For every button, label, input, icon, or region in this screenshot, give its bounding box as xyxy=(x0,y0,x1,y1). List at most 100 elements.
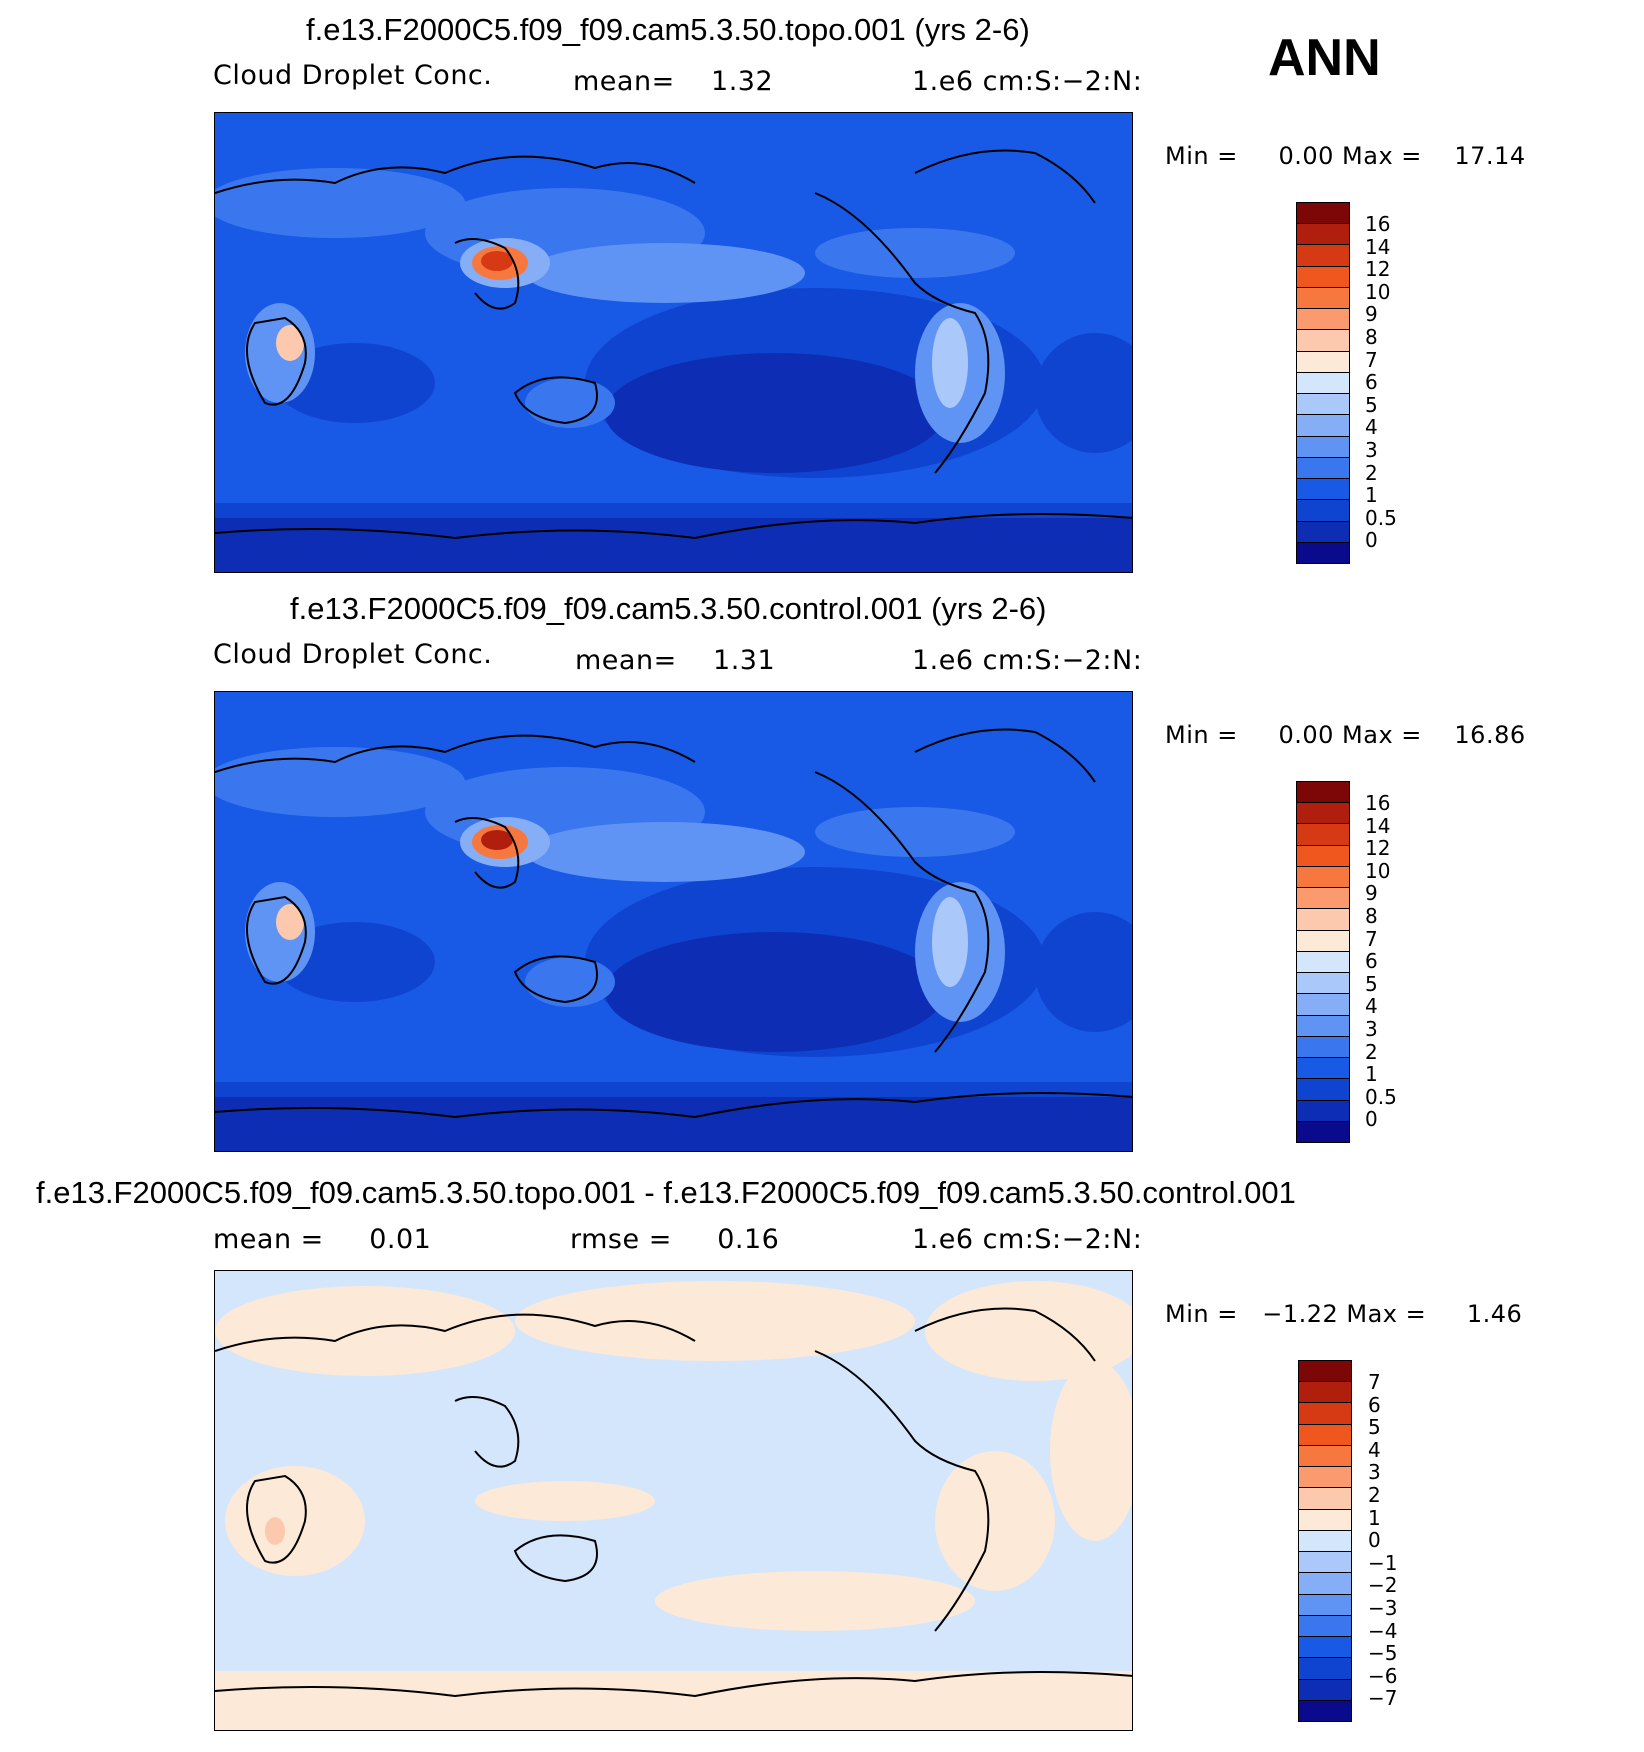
panel-2-minmax: Min = 0.00 Max = 16.86 xyxy=(1165,721,1526,749)
panel-1-title: f.e13.F2000C5.f09_f09.cam5.3.50.topo.001… xyxy=(306,12,1030,47)
panel-2-map xyxy=(214,691,1133,1152)
colorbar-tick-label: 0 xyxy=(1368,1528,1381,1553)
colorbar-tick-label: 7 xyxy=(1368,1370,1381,1394)
panel-1-mean-label: mean= 1.32 xyxy=(573,66,774,97)
colorbar-swatch xyxy=(1297,930,1349,952)
colorbar-swatch xyxy=(1297,203,1349,225)
colorbar-swatch xyxy=(1297,782,1349,804)
panel-2-title: f.e13.F2000C5.f09_f09.cam5.3.50.control.… xyxy=(290,591,1047,626)
colorbar-swatch xyxy=(1297,845,1349,867)
colorbar-tick-label: 16 xyxy=(1365,212,1391,236)
colorbar-swatch xyxy=(1297,888,1349,910)
colorbar-tick-label: 8 xyxy=(1365,325,1378,349)
colorbar-swatch xyxy=(1299,1679,1351,1701)
colorbar-swatch xyxy=(1297,351,1349,373)
panel-3-units-label: 1.e6 cm:S:−2:N: xyxy=(912,1224,1143,1255)
colorbar-swatch xyxy=(1299,1615,1351,1638)
colorbar-swatch xyxy=(1297,951,1349,974)
panel-1-colorbar-cells xyxy=(1297,203,1349,563)
panel-2-colorbar-cells xyxy=(1297,782,1349,1142)
colorbar-tick-label: 9 xyxy=(1365,302,1378,327)
colorbar-swatch xyxy=(1299,1445,1351,1468)
panel-1-units-label: 1.e6 cm:S:−2:N: xyxy=(912,66,1143,97)
colorbar-tick-label: 1 xyxy=(1365,483,1378,508)
colorbar-tick-label: 2 xyxy=(1368,1483,1381,1507)
colorbar-tick-label: 14 xyxy=(1365,813,1391,838)
colorbar-swatch xyxy=(1299,1637,1351,1659)
colorbar-swatch xyxy=(1299,1509,1351,1531)
colorbar-tick-label: 3 xyxy=(1365,1017,1378,1041)
colorbar-tick-label: 7 xyxy=(1365,926,1378,951)
panel-3-map-field xyxy=(215,1271,1132,1730)
colorbar-tick-label: 5 xyxy=(1365,392,1378,417)
colorbar-tick-label: 9 xyxy=(1365,881,1378,906)
colorbar-swatch xyxy=(1297,973,1349,995)
colorbar-tick-label: 14 xyxy=(1365,234,1391,259)
colorbar-tick-label: 4 xyxy=(1365,415,1378,440)
colorbar-swatch xyxy=(1297,1015,1349,1037)
colorbar-swatch xyxy=(1299,1573,1351,1595)
panel-2-mean-label: mean= 1.31 xyxy=(575,645,776,676)
panel-1-map xyxy=(214,112,1133,573)
colorbar-tick-label: −1 xyxy=(1368,1550,1398,1575)
colorbar-tick-label: −6 xyxy=(1368,1663,1398,1688)
panel-3-mean-label: mean = 0.01 xyxy=(213,1224,432,1255)
colorbar-tick-label: 2 xyxy=(1365,460,1378,485)
colorbar-swatch xyxy=(1299,1594,1351,1616)
colorbar-tick-label: 4 xyxy=(1368,1437,1381,1462)
colorbar-tick-label: 6 xyxy=(1365,949,1378,974)
colorbar-swatch xyxy=(1297,1100,1349,1122)
panel-1-colorbar xyxy=(1296,202,1350,564)
panel-1-variable-label: Cloud Droplet Conc. xyxy=(213,60,493,91)
colorbar-tick-label: −7 xyxy=(1368,1686,1398,1711)
colorbar-swatch xyxy=(1299,1488,1351,1510)
colorbar-swatch xyxy=(1297,866,1349,889)
colorbar-swatch xyxy=(1297,479,1349,501)
panel-3-colorbar xyxy=(1298,1360,1352,1722)
colorbar-tick-label: 0 xyxy=(1365,1107,1378,1132)
colorbar-tick-label: 0 xyxy=(1365,528,1378,553)
colorbar-swatch xyxy=(1297,824,1349,846)
colorbar-swatch xyxy=(1299,1658,1351,1680)
colorbar-tick-label: 0.5 xyxy=(1365,1084,1397,1109)
colorbar-tick-label: 1 xyxy=(1368,1505,1381,1530)
colorbar-tick-label: 8 xyxy=(1365,904,1378,928)
colorbar-tick-label: 6 xyxy=(1365,370,1378,395)
panel-3-rmse-label: rmse = 0.16 xyxy=(570,1224,780,1255)
colorbar-swatch xyxy=(1297,1079,1349,1101)
colorbar-tick-label: 12 xyxy=(1365,836,1391,861)
colorbar-swatch xyxy=(1299,1530,1351,1553)
colorbar-swatch xyxy=(1297,542,1349,563)
colorbar-tick-label: 2 xyxy=(1365,1039,1378,1064)
colorbar-swatch xyxy=(1297,245,1349,267)
panel-2-variable-label: Cloud Droplet Conc. xyxy=(213,639,493,670)
colorbar-tick-label: 7 xyxy=(1365,347,1378,372)
colorbar-swatch xyxy=(1297,224,1349,246)
colorbar-swatch xyxy=(1297,1058,1349,1080)
colorbar-swatch xyxy=(1297,309,1349,331)
colorbar-swatch xyxy=(1297,994,1349,1016)
colorbar-swatch xyxy=(1299,1424,1351,1446)
colorbar-swatch xyxy=(1297,521,1349,543)
colorbar-swatch xyxy=(1299,1467,1351,1489)
colorbar-swatch xyxy=(1299,1403,1351,1425)
panel-3-minmax: Min = −1.22 Max = 1.46 xyxy=(1165,1300,1523,1328)
colorbar-tick-label: −3 xyxy=(1368,1596,1398,1620)
colorbar-tick-label: 1 xyxy=(1365,1062,1378,1087)
panel-2-map-field xyxy=(215,692,1132,1151)
colorbar-tick-label: −5 xyxy=(1368,1641,1398,1666)
colorbar-tick-label: 10 xyxy=(1365,279,1391,304)
colorbar-tick-label: 3 xyxy=(1368,1460,1381,1485)
colorbar-swatch xyxy=(1297,330,1349,352)
colorbar-swatch xyxy=(1297,500,1349,522)
colorbar-tick-label: −4 xyxy=(1368,1618,1398,1643)
colorbar-swatch xyxy=(1297,1036,1349,1059)
colorbar-swatch xyxy=(1299,1361,1351,1383)
colorbar-swatch xyxy=(1299,1700,1351,1721)
panel-3-map xyxy=(214,1270,1133,1731)
panel-1-map-field xyxy=(215,113,1132,572)
colorbar-tick-label: 5 xyxy=(1368,1415,1381,1440)
season-label: ANN xyxy=(1268,29,1381,87)
colorbar-tick-label: −2 xyxy=(1368,1573,1398,1598)
colorbar-tick-label: 3 xyxy=(1365,438,1378,462)
